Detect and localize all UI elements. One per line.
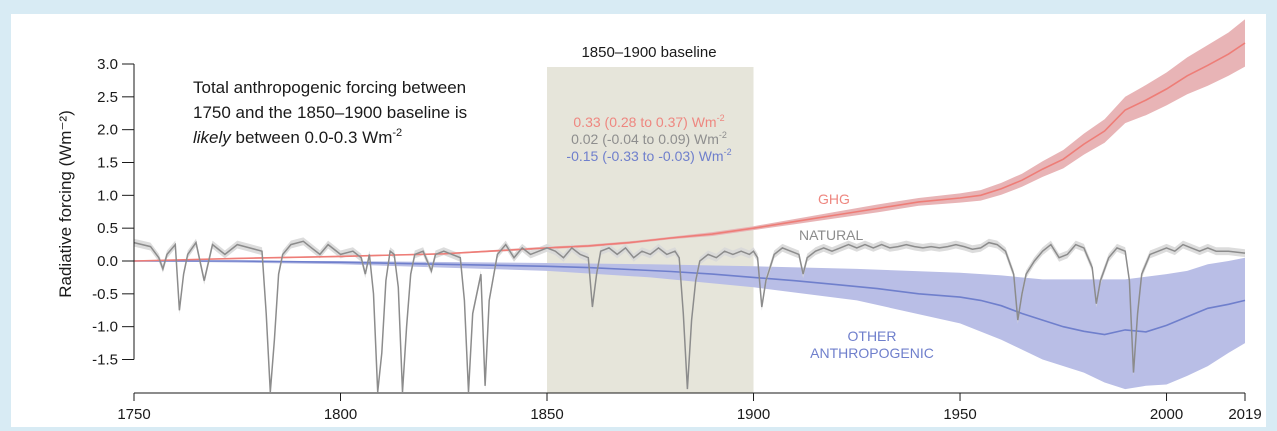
baseline-period-shading xyxy=(547,67,754,393)
series-lines xyxy=(133,42,1246,393)
y-axis-title: Radiative forcing (Wm⁻²) xyxy=(56,110,75,298)
chart-frame: 3.0 2.5 2.0 1.5 1.0 0.5 0.0 -0.5 -1.0 -1.5 1750 180… xyxy=(11,14,1266,427)
forcing-chart: 3.0 2.5 2.0 1.5 1.0 0.5 0.0 -0.5 -1.0 -1.5 1750 180… xyxy=(56,19,1262,423)
x-tick-label: 1750 xyxy=(117,406,150,423)
x-tick-label: 2019 xyxy=(1228,406,1261,423)
y-tick-label: 1.0 xyxy=(97,187,118,204)
natural-line xyxy=(133,240,1246,393)
y-tick-label: -0.5 xyxy=(92,286,118,303)
y-tick-label: -1.0 xyxy=(92,319,118,336)
note-line-2: 1750 and the 1850–1900 baseline is xyxy=(193,103,467,122)
x-tick-label: 1850 xyxy=(530,406,563,423)
uncertainty-bands xyxy=(134,19,1245,392)
x-tick-label: 1800 xyxy=(324,406,357,423)
x-tick-label: 1900 xyxy=(737,406,770,423)
series-label-other-1: OTHER xyxy=(848,328,897,344)
baseline-value-ghg: 0.33 (0.28 to 0.37) Wm-2 xyxy=(573,113,724,130)
x-tick-label: 2000 xyxy=(1150,406,1183,423)
y-tick-label: 1.5 xyxy=(97,155,118,172)
baseline-value-natural: 0.02 (-0.04 to 0.09) Wm-2 xyxy=(571,130,727,147)
axes: 3.0 2.5 2.0 1.5 1.0 0.5 0.0 -0.5 -1.0 -1.5 1750 180… xyxy=(92,56,1262,423)
y-tick-label: 0.5 xyxy=(97,220,118,237)
note-line-1: Total anthropogenic forcing between xyxy=(193,78,466,97)
series-label-other-2: ANTHROPOGENIC xyxy=(810,345,934,361)
baseline-label: 1850–1900 baseline xyxy=(581,44,716,61)
y-tick-label: 0.0 xyxy=(97,253,118,270)
other-anthropogenic-line xyxy=(134,260,1246,336)
baseline-value-other: -0.15 (-0.33 to -0.03) Wm-2 xyxy=(566,147,731,164)
y-tick-label: -1.5 xyxy=(92,352,118,369)
series-label-natural: NATURAL xyxy=(799,227,864,243)
y-tick-label: 2.5 xyxy=(97,89,118,106)
y-tick-label: 3.0 xyxy=(97,56,118,73)
x-tick-label: 1950 xyxy=(943,406,976,423)
series-label-ghg: GHG xyxy=(818,191,850,207)
other-anthropogenic-band xyxy=(134,257,1245,390)
ghg-line xyxy=(133,42,1246,262)
ghg-band xyxy=(134,19,1245,261)
annotations: 1850–1900 baseline Total anthropogenic f… xyxy=(56,44,934,361)
y-tick-label: 2.0 xyxy=(97,122,118,139)
note-line-3: likely between 0.0-0.3 Wm-2 xyxy=(193,127,402,147)
